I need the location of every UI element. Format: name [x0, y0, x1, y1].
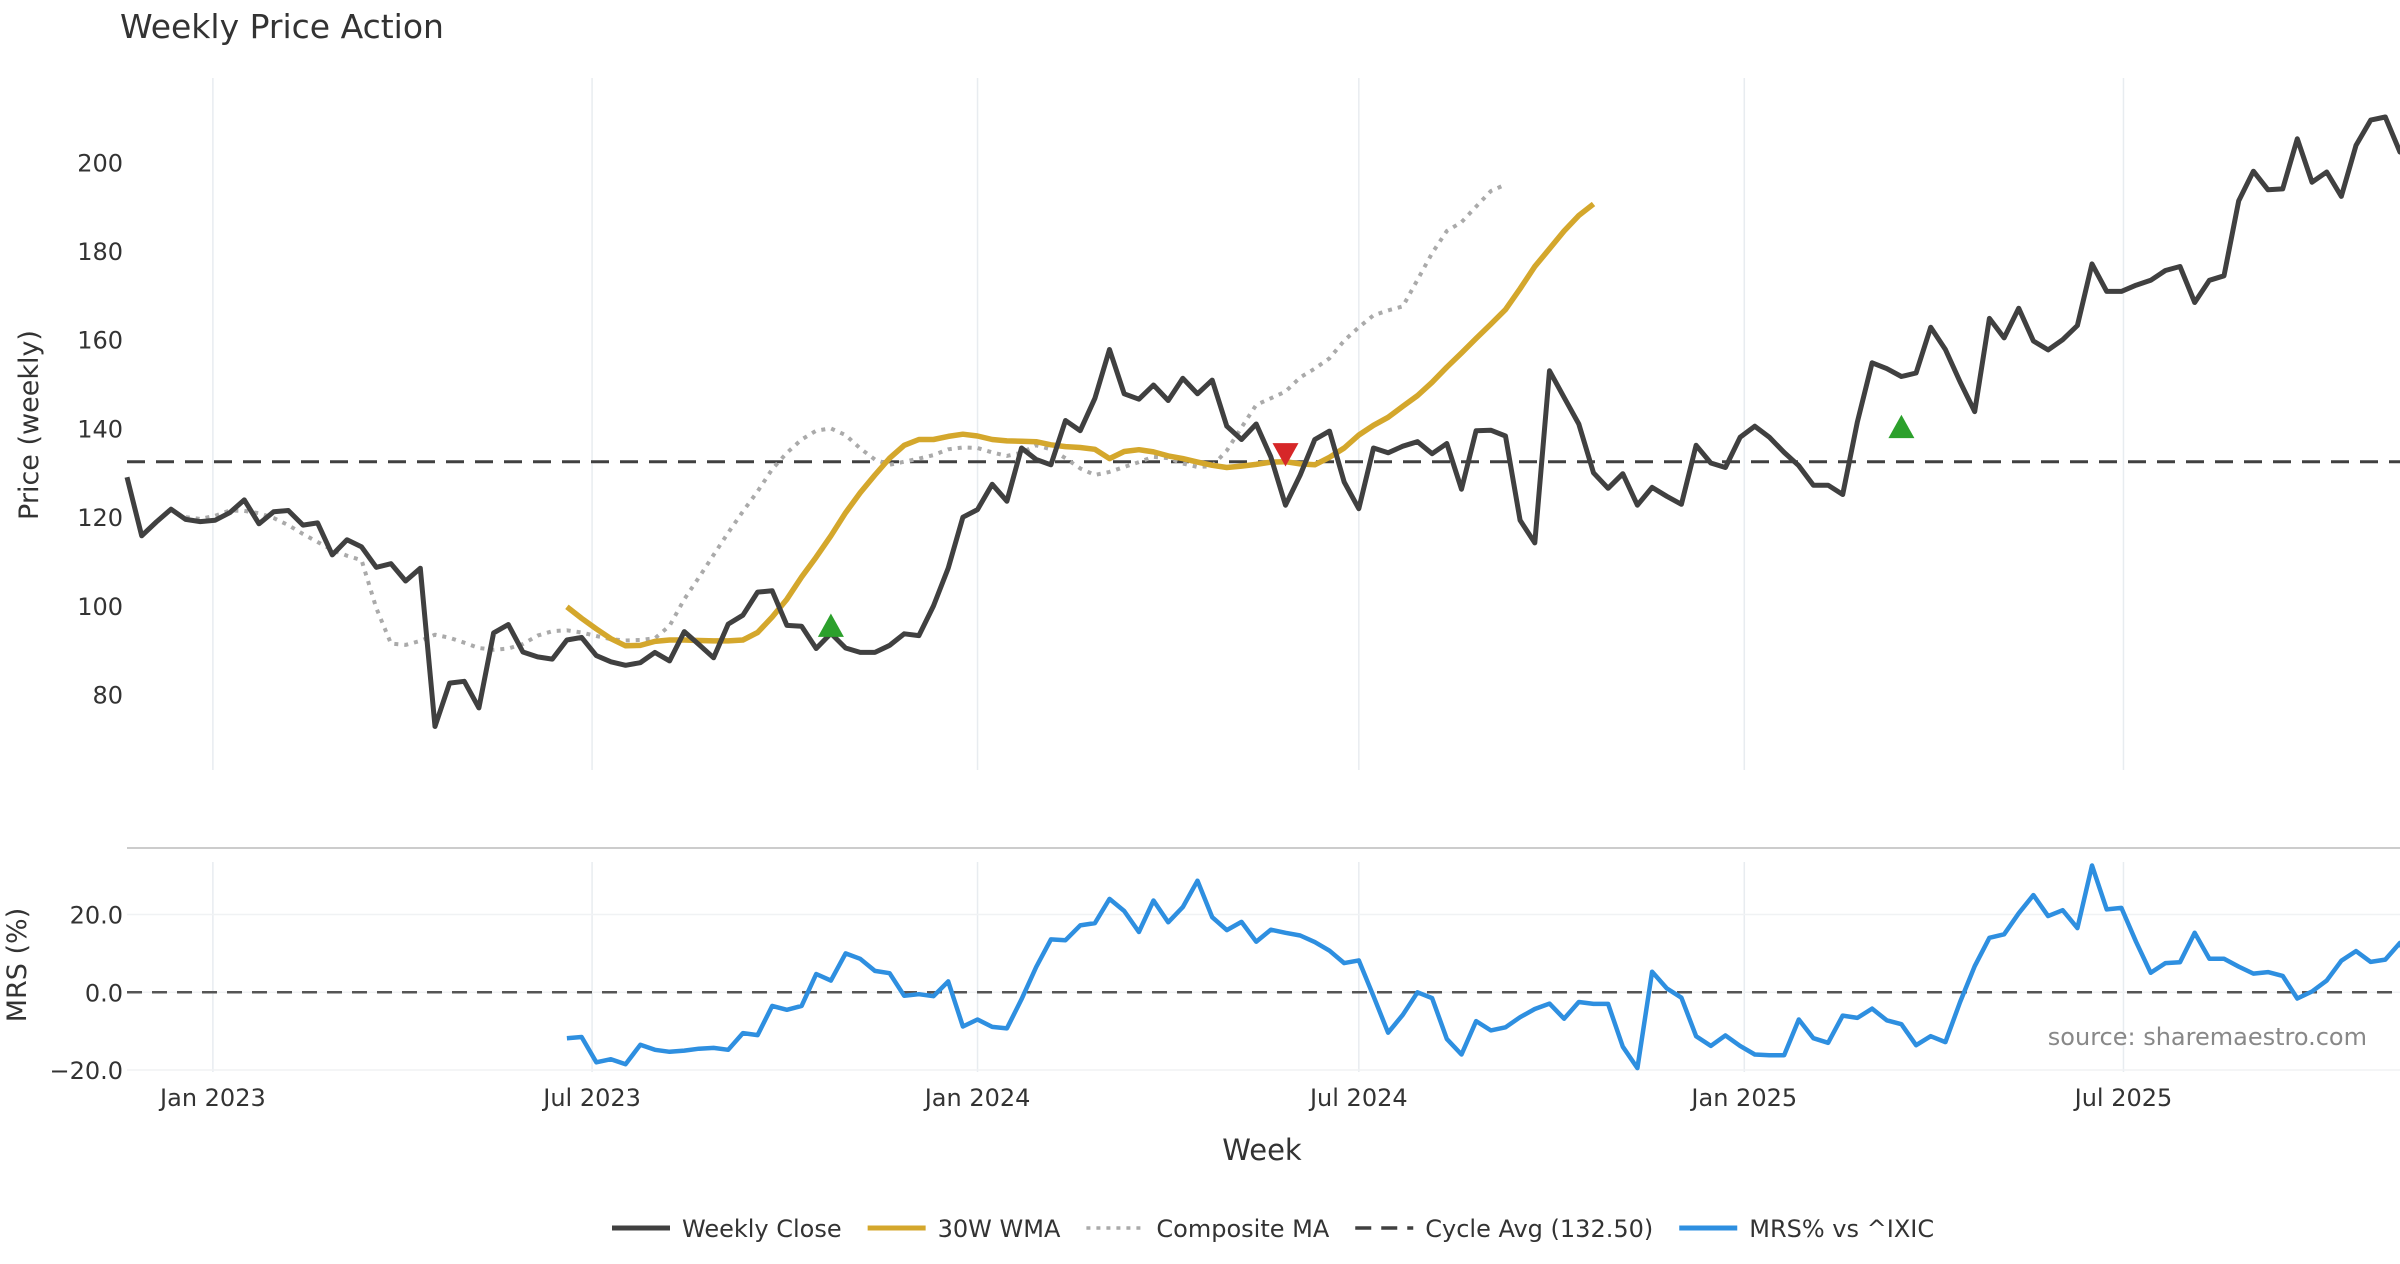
buy-signal-marker	[1888, 414, 1915, 439]
x-tick-label: Jan 2023	[158, 1084, 266, 1112]
legend-label: Cycle Avg (132.50)	[1425, 1215, 1653, 1243]
wma-30w-line	[565, 201, 1596, 649]
signal-markers	[817, 414, 1915, 637]
mrs-y-tick-label: 20.0	[70, 902, 123, 930]
legend-label: Composite MA	[1156, 1215, 1329, 1243]
mrs-y-tick-label: 0.0	[85, 979, 123, 1007]
mrs-y-axis-label: MRS (%)	[2, 908, 33, 1023]
x-tick-label: Jul 2025	[2073, 1084, 2173, 1112]
legend-label: 30W WMA	[938, 1215, 1061, 1243]
price-y-tick-label: 120	[77, 504, 123, 532]
price-y-axis-label: Price (weekly)	[14, 330, 45, 520]
legend-label: Weekly Close	[682, 1215, 842, 1243]
price-grid	[212, 78, 2125, 770]
x-tick-label: Jan 2025	[1689, 1084, 1797, 1112]
composite-ma-line	[185, 182, 1507, 652]
source-text: source: sharemaestro.com	[2048, 1023, 2367, 1051]
chart-title: Weekly Price Action	[120, 7, 444, 46]
price-y-tick-label: 200	[77, 149, 123, 177]
mrs-series-group	[127, 863, 2400, 1071]
weekly-close-line	[124, 114, 2400, 729]
price-y-tick-label: 80	[92, 682, 123, 710]
price-y-tick-label: 100	[77, 593, 123, 621]
price-y-tick-label: 180	[77, 238, 123, 266]
mrs-y-tick-label: −20.0	[49, 1057, 123, 1085]
x-axis-label: Week	[1222, 1133, 1302, 1167]
price-y-tick-label: 160	[77, 327, 123, 355]
mrs-y-axis: 20.0 0.0 −20.0	[49, 902, 123, 1086]
price-series-group	[124, 114, 2400, 729]
legend: Weekly Close 30W WMA Composite MA Cycle Avg…	[612, 1215, 1934, 1243]
x-axis: Jan 2023 Jul 2023 Jan 2024 Jul 2024 Jan 2025…	[158, 1084, 2172, 1112]
price-y-axis: 80 100 120 140 160 180 200	[77, 149, 123, 709]
buy-signal-marker	[817, 613, 844, 637]
x-tick-label: Jul 2024	[1308, 1084, 1408, 1112]
sell-signal-marker	[1272, 443, 1299, 467]
price-y-tick-label: 140	[77, 415, 123, 443]
mrs-line	[566, 863, 2400, 1071]
legend-label: MRS% vs ^IXIC	[1749, 1215, 1934, 1243]
x-tick-label: Jan 2024	[923, 1084, 1031, 1112]
x-tick-label: Jul 2023	[541, 1084, 641, 1112]
